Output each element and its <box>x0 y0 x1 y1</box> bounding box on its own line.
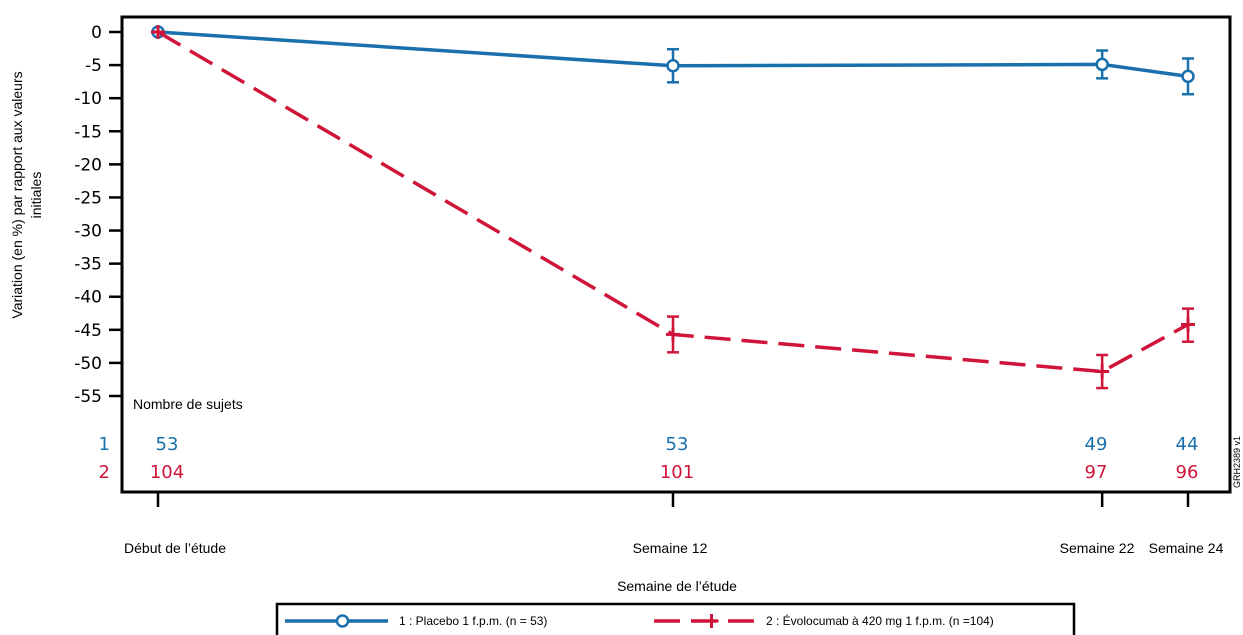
series-layer <box>151 25 1195 390</box>
counts-title: Nombre de sujets <box>133 396 243 412</box>
y-tick-label: -35 <box>74 255 102 275</box>
legend-label: 1 : Placebo 1 f.p.m. (n = 53) <box>399 614 547 628</box>
count-value: 53 <box>156 434 179 455</box>
count-value: 104 <box>150 462 184 483</box>
counts-row-label: 2 <box>99 462 110 483</box>
series-2 <box>151 25 1195 390</box>
watermark: GRH2389 v1 <box>1232 436 1242 488</box>
x-axis-ticks <box>156 492 1190 507</box>
y-axis-title-line-2: initiales <box>28 172 44 219</box>
y-axis: 0 -5 -10 -15 -20 -25 -30 -35 -40 -45 -50 -55 <box>74 23 122 407</box>
data-point-marker <box>666 59 680 73</box>
x-category-label: Semaine 24 <box>1149 540 1224 556</box>
count-value: 97 <box>1085 462 1108 483</box>
y-tick-label: -40 <box>74 288 102 308</box>
series-1 <box>151 25 1195 96</box>
x-category-labels: Début de l’étude Semaine 12 Semaine 22 Sema… <box>124 540 1224 556</box>
y-tick-label: -50 <box>74 354 102 374</box>
count-value: 49 <box>1085 434 1108 455</box>
legend-item-2: 2 : Évolocumab à 420 mg 1 f.p.m. (n =104… <box>654 613 994 628</box>
x-category-label: Semaine 22 <box>1060 540 1135 556</box>
y-tick-label: -20 <box>74 155 102 175</box>
counts-row-label: 1 <box>99 434 110 455</box>
y-tick-label: -15 <box>74 122 102 142</box>
series-1-line <box>157 30 1189 79</box>
plot-area <box>120 15 1232 494</box>
x-category-label: Semaine 12 <box>633 540 708 556</box>
y-tick-label: -10 <box>74 89 102 109</box>
count-value: 44 <box>1176 434 1199 455</box>
legend-item-1: 1 : Placebo 1 f.p.m. (n = 53) <box>285 614 547 628</box>
legend-label: 2 : Évolocumab à 420 mg 1 f.p.m. (n =104… <box>766 613 994 628</box>
y-tick-label: -45 <box>74 321 102 341</box>
y-tick-label: -30 <box>74 222 102 242</box>
y-tick-label: -55 <box>74 387 102 407</box>
y-tick-label: -5 <box>85 56 102 76</box>
y-tick-label: 0 <box>91 23 102 43</box>
y-ticks: 0 -5 -10 -15 -20 -25 -30 -35 -40 -45 -50 -55 <box>74 23 122 407</box>
y-tick-label: -25 <box>74 188 102 208</box>
data-point-marker <box>1095 57 1109 72</box>
legend: 1 : Placebo 1 f.p.m. (n = 53) 2 : Évolocu… <box>275 602 1076 635</box>
count-value: 101 <box>660 462 694 483</box>
y-axis-title-line-1: Variation (en %) par rapport aux valeurs <box>9 71 25 318</box>
x-category-label: Début de l’étude <box>124 540 226 556</box>
x-axis-title: Semaine de l’étude <box>617 578 737 594</box>
count-value: 53 <box>666 434 689 455</box>
legend-marker <box>335 614 350 628</box>
counts-table: 1 53 53 49 44 2 104 101 97 96 <box>99 434 1199 483</box>
count-value: 96 <box>1176 462 1199 483</box>
data-point-marker <box>1181 69 1195 84</box>
series-2-line <box>157 30 1189 374</box>
legend-items: 1 : Placebo 1 f.p.m. (n = 53) 2 : Évolocu… <box>285 613 994 628</box>
